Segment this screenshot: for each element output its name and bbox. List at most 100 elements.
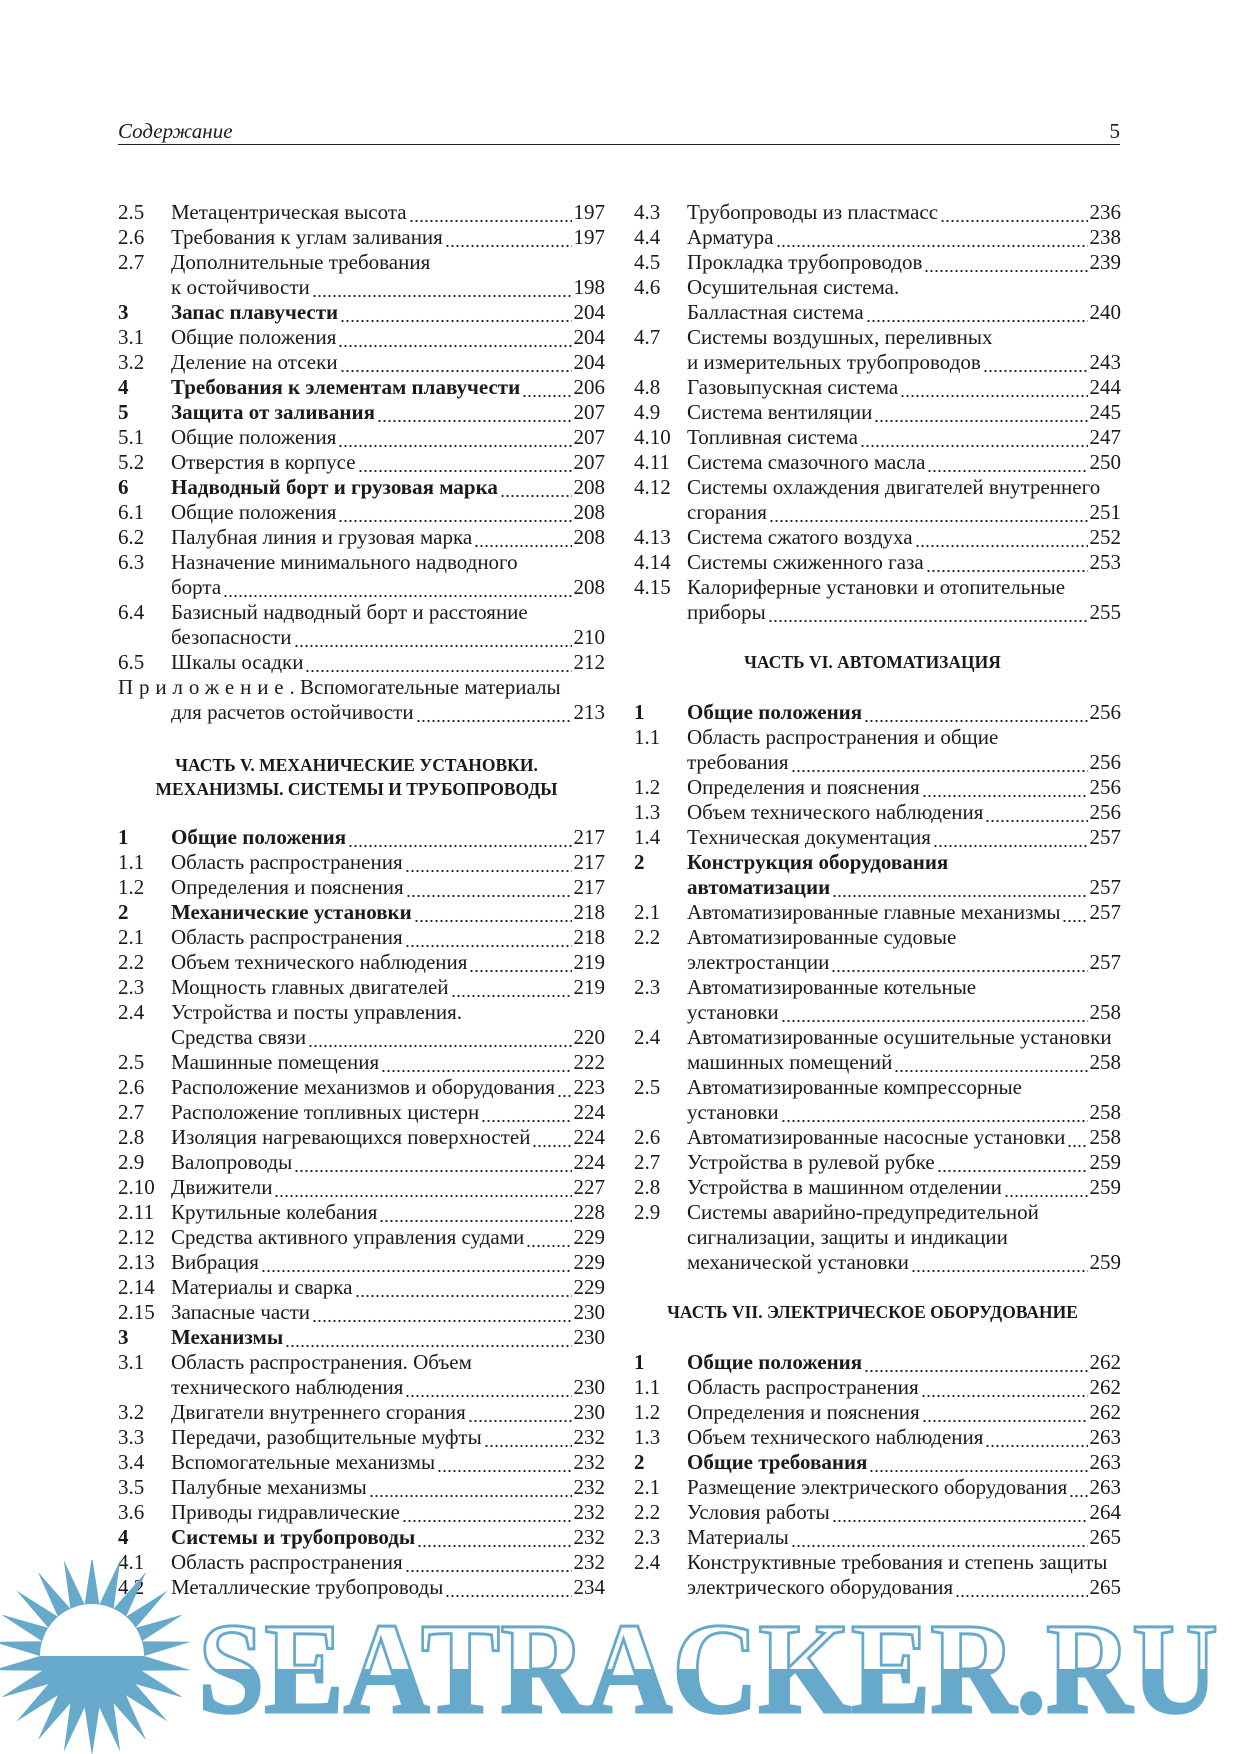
toc-entry-body: Базисный надводный борт и расстояние безо… (171, 600, 605, 650)
toc-entry[interactable]: 1.1 Область распространения 217 (118, 850, 605, 875)
toc-entry-line: Движители 227 (171, 1175, 605, 1200)
toc-entry[interactable]: 2.3 Мощность главных двигателей 219 (118, 975, 605, 1000)
toc-entry[interactable]: 1.2 Определения и пояснения 262 (634, 1400, 1121, 1425)
toc-entry[interactable]: 1 Общие положения 256 (634, 700, 1121, 725)
toc-entry[interactable]: 4.7 Системы воздушных, переливных и измери… (634, 325, 1121, 375)
toc-entry-title: машинных помещений (687, 1050, 893, 1074)
toc-entry[interactable]: 1.1 Область распространения и общие требов… (634, 725, 1121, 775)
toc-entry[interactable]: 5.1 Общие положения 207 (118, 425, 605, 450)
toc-entry[interactable]: 1.2 Определения и пояснения 256 (634, 775, 1121, 800)
toc-entry[interactable]: 2.12 Средства активного управления судами… (118, 1225, 605, 1250)
toc-entry[interactable]: 3.6 Приводы гидравлические 232 (118, 1500, 605, 1525)
toc-entry[interactable]: 2 Общие требования 263 (634, 1450, 1121, 1475)
toc-entry[interactable]: 4.6 Осушительная система. Балластная систе… (634, 275, 1121, 325)
toc-entry[interactable]: 2.11 Крутильные колебания 228 (118, 1200, 605, 1225)
toc-entry[interactable]: 3.4 Вспомогательные механизмы 232 (118, 1450, 605, 1475)
toc-entry[interactable]: 4.8 Газовыпускная система 244 (634, 375, 1121, 400)
toc-entry[interactable]: 2.1 Область распространения 218 (118, 925, 605, 950)
toc-entry[interactable]: 2.8 Изоляция нагревающихся поверхностей 22… (118, 1125, 605, 1150)
toc-entry[interactable]: 2.2 Автоматизированные судовые электростан… (634, 925, 1121, 975)
toc-entry[interactable]: 3.5 Палубные механизмы 232 (118, 1475, 605, 1500)
toc-entry[interactable]: 2.9 Валопроводы 224 (118, 1150, 605, 1175)
toc-entry[interactable]: 3 Запас плавучести 204 (118, 300, 605, 325)
toc-entry-line: Автоматизированные насосные установки 258 (687, 1125, 1121, 1150)
toc-entry[interactable]: 2.2 Объем технического наблюдения 219 (118, 950, 605, 975)
toc-entry[interactable]: 4.10 Топливная система 247 (634, 425, 1121, 450)
toc-appendix-entry[interactable]: Приложение. Вспомогательные материалы для… (118, 675, 605, 725)
toc-entry[interactable]: 2.10 Движители 227 (118, 1175, 605, 1200)
toc-entry[interactable]: 2.3 Автоматизированные котельные установки… (634, 975, 1121, 1025)
toc-entry[interactable]: 2.5 Машинные помещения 222 (118, 1050, 605, 1075)
toc-entry[interactable]: 3.3 Передачи, разобщительные муфты 232 (118, 1425, 605, 1450)
toc-entry[interactable]: 4 Требования к элементам плавучести 206 (118, 375, 605, 400)
toc-entry[interactable]: 1.3 Объем технического наблюдения 263 (634, 1425, 1121, 1450)
toc-page-number: 218 (573, 900, 606, 924)
toc-entry[interactable]: 4.13 Система сжатого воздуха 252 (634, 525, 1121, 550)
toc-entry[interactable]: 2 Конструкция оборудования автоматизации 25… (634, 850, 1121, 900)
dot-leader (1003, 1175, 1088, 1200)
toc-entry[interactable]: 6 Надводный борт и грузовая марка 208 (118, 475, 605, 500)
toc-entry[interactable]: 2 Механические установки 218 (118, 900, 605, 925)
toc-entry[interactable]: 6.2 Палубная линия и грузовая марка 208 (118, 525, 605, 550)
toc-entry[interactable]: 2.15 Запасные части 230 (118, 1300, 605, 1325)
toc-entry[interactable]: 2.5 Метацентрическая высота 197 (118, 200, 605, 225)
toc-entry[interactable]: 4.5 Прокладка трубопроводов 239 (634, 250, 1121, 275)
toc-entry[interactable]: 3 Механизмы 230 (118, 1325, 605, 1350)
toc-page-number: 245 (1089, 400, 1122, 424)
toc-entry[interactable]: 2.6 Требования к углам заливания 197 (118, 225, 605, 250)
toc-entry[interactable]: 1 Общие положения 262 (634, 1350, 1121, 1375)
toc-entry[interactable]: 1 Общие положения 217 (118, 825, 605, 850)
toc-entry-title: Передачи, разобщительные муфты (171, 1425, 482, 1449)
toc-entry[interactable]: 2.7 Расположение топливных цистерн 224 (118, 1100, 605, 1125)
toc-right-column: 4.3 Трубопроводы из пластмасс 236 4.4 Армату… (634, 200, 1121, 1600)
toc-entry[interactable]: 4 Системы и трубопроводы 232 (118, 1525, 605, 1550)
toc-entry[interactable]: 2.2 Условия работы 264 (634, 1500, 1121, 1525)
toc-entry[interactable]: 6.4 Базисный надводный борт и расстояние б… (118, 600, 605, 650)
toc-entry[interactable]: 2.8 Устройства в машинном отделении 259 (634, 1175, 1121, 1200)
toc-entry[interactable]: 1.3 Объем технического наблюдения 256 (634, 800, 1121, 825)
toc-entry[interactable]: 5.2 Отверстия в корпусе 207 (118, 450, 605, 475)
toc-entry[interactable]: 4.14 Системы сжиженного газа 253 (634, 550, 1121, 575)
toc-entry[interactable]: 4.9 Система вентиляции 245 (634, 400, 1121, 425)
toc-entry[interactable]: 4.15 Калориферные установки и отопительны… (634, 575, 1121, 625)
toc-entry[interactable]: 2.4 Автоматизированные осушительные устан… (634, 1025, 1121, 1075)
toc-entry[interactable]: 2.1 Размещение электрического оборудовани… (634, 1475, 1121, 1500)
toc-entry[interactable]: 3.1 Общие положения 204 (118, 325, 605, 350)
toc-entry[interactable]: 2.3 Материалы 265 (634, 1525, 1121, 1550)
toc-entry[interactable]: 3.1 Область распространения. Объем техниче… (118, 1350, 605, 1400)
toc-entry[interactable]: 2.14 Материалы и сварка 229 (118, 1275, 605, 1300)
toc-entry-title: Палубные механизмы (171, 1475, 367, 1499)
toc-entry[interactable]: 1.4 Техническая документация 257 (634, 825, 1121, 850)
toc-entry[interactable]: 6.1 Общие положения 208 (118, 500, 605, 525)
toc-entry-title: Базисный надводный борт и расстояние (171, 600, 528, 624)
toc-entry[interactable]: 3.2 Деление на отсеки 204 (118, 350, 605, 375)
toc-entry[interactable]: 4.4 Арматура 238 (634, 225, 1121, 250)
toc-entry[interactable]: 4.3 Трубопроводы из пластмасс 236 (634, 200, 1121, 225)
toc-entry[interactable]: 5 Защита от заливания 207 (118, 400, 605, 425)
toc-entry-title: Машинные помещения (171, 1050, 380, 1074)
toc-entry[interactable]: 4.12 Системы охлаждения двигателей внутре… (634, 475, 1121, 525)
toc-entry[interactable]: 4.11 Система смазочного масла 250 (634, 450, 1121, 475)
toc-entry[interactable]: 2.4 Конструктивные требования и степень з… (634, 1550, 1121, 1600)
toc-entry[interactable]: 2.6 Расположение механизмов и оборудовани… (118, 1075, 605, 1100)
toc-entry[interactable]: 6.5 Шкалы осадки 212 (118, 650, 605, 675)
toc-entry[interactable]: 6.3 Назначение минимального надводного бор… (118, 550, 605, 600)
toc-entry-number: 2.1 (634, 1475, 661, 1499)
toc-page-number: 257 (1089, 900, 1122, 924)
toc-entry[interactable]: 3.2 Двигатели внутреннего сгорания 230 (118, 1400, 605, 1425)
toc-entry[interactable]: 2.1 Автоматизированные главные механизмы 2… (634, 900, 1121, 925)
toc-entry[interactable]: 2.6 Автоматизированные насосные установки… (634, 1125, 1121, 1150)
toc-entry[interactable]: 2.13 Вибрация 229 (118, 1250, 605, 1275)
toc-entry-title: механической установки (687, 1250, 909, 1274)
toc-entry[interactable]: 2.7 Дополнительные требования к остойчивос… (118, 250, 605, 300)
toc-entry[interactable]: 1.1 Область распространения 262 (634, 1375, 1121, 1400)
toc-entry-number: 4 (118, 375, 129, 399)
toc-entry-title: Определения и пояснения (687, 1400, 920, 1424)
toc-entry[interactable]: 2.7 Устройства в рулевой рубке 259 (634, 1150, 1121, 1175)
toc-entry[interactable]: 2.9 Системы аварийно-предупредительной сиг… (634, 1200, 1121, 1275)
toc-entry[interactable]: 4.1 Область распространения 232 (118, 1550, 605, 1575)
toc-entry[interactable]: 2.5 Автоматизированные компрессорные устан… (634, 1075, 1121, 1125)
toc-entry-number: 3 (118, 300, 129, 324)
toc-entry[interactable]: 2.4 Устройства и посты управления. Средств… (118, 1000, 605, 1050)
toc-entry[interactable]: 1.2 Определения и пояснения 217 (118, 875, 605, 900)
